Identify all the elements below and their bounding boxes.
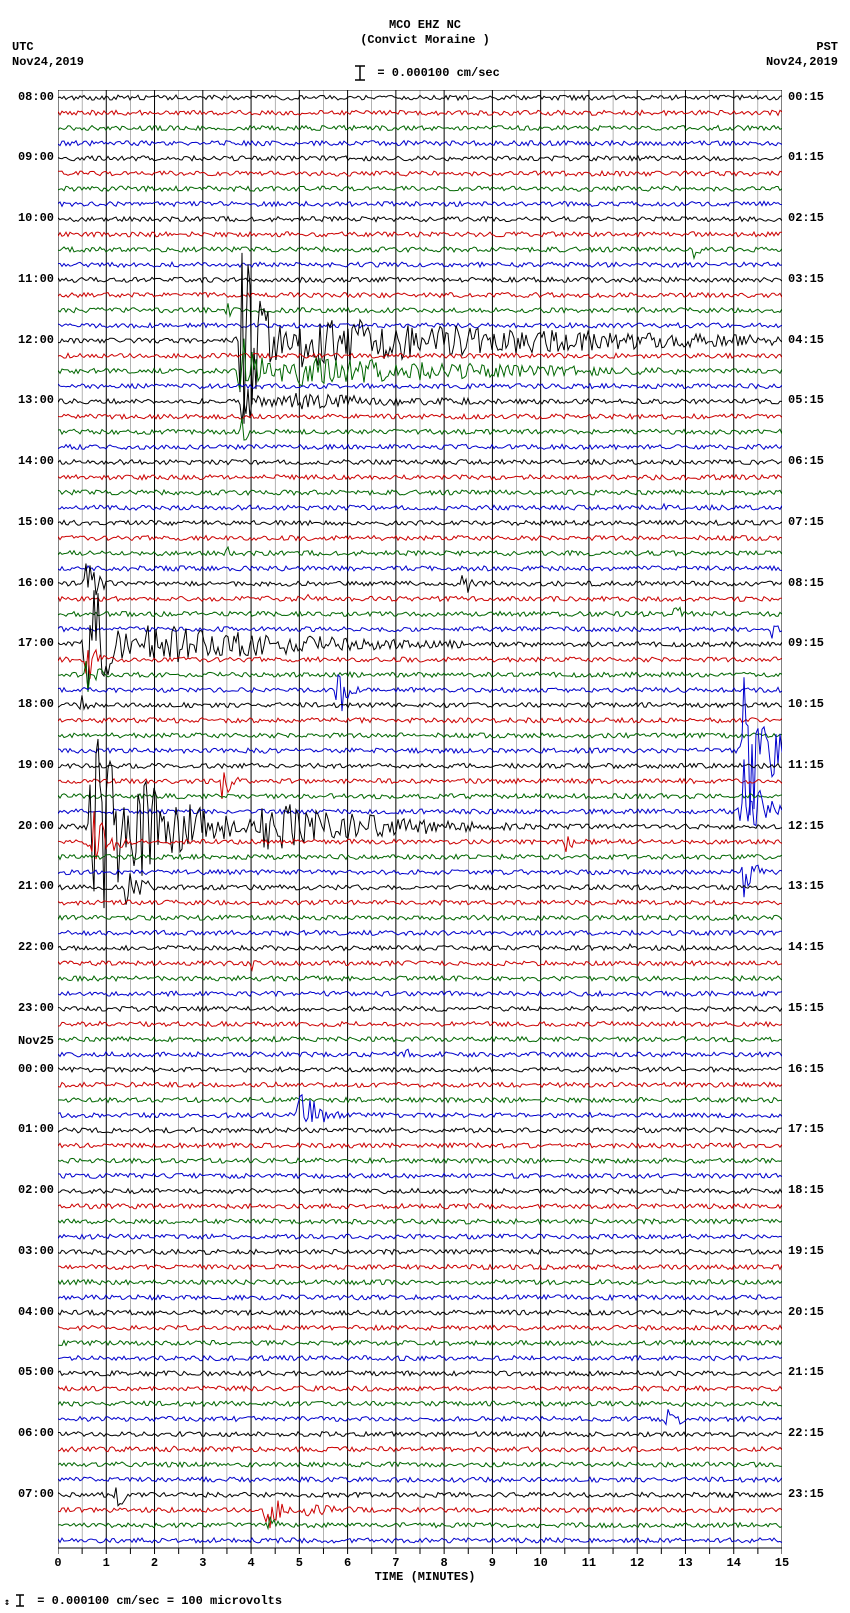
minute-tick-label: 10: [533, 1556, 547, 1570]
footer-scale-text: = 0.000100 cm/sec = 100 microvolts: [37, 1594, 282, 1608]
right-time-label: 12:15: [788, 819, 824, 833]
minute-tick-label: 12: [630, 1556, 644, 1570]
minute-tick-label: 6: [344, 1556, 351, 1570]
right-time-label: 03:15: [788, 272, 824, 286]
left-time-label: 09:00: [8, 150, 54, 164]
right-time-label: 01:15: [788, 150, 824, 164]
right-time-label: 16:15: [788, 1062, 824, 1076]
right-time-label: 15:15: [788, 1001, 824, 1015]
left-time-label: 21:00: [8, 879, 54, 893]
right-time-label: 20:15: [788, 1305, 824, 1319]
left-time-label: 17:00: [8, 636, 54, 650]
minute-tick-label: 7: [392, 1556, 399, 1570]
right-time-label: 07:15: [788, 515, 824, 529]
right-time-label: 10:15: [788, 697, 824, 711]
right-time-label: 02:15: [788, 211, 824, 225]
station-code: MCO EHZ NC: [0, 18, 850, 33]
minute-tick-label: 3: [199, 1556, 206, 1570]
station-location: (Convict Moraine ): [0, 33, 850, 48]
minute-tick-label: 15: [775, 1556, 789, 1570]
minute-tick-label: 11: [582, 1556, 596, 1570]
footer-scale-icon: ↕: [4, 1594, 30, 1608]
left-time-label: 03:00: [8, 1244, 54, 1258]
minute-tick-label: 9: [489, 1556, 496, 1570]
left-time-label: 01:00: [8, 1122, 54, 1136]
right-time-label: 14:15: [788, 940, 824, 954]
minute-tick-label: 5: [296, 1556, 303, 1570]
left-time-label: 13:00: [8, 393, 54, 407]
minute-tick-label: 14: [727, 1556, 741, 1570]
right-time-label: 11:15: [788, 758, 824, 772]
scale-text: = 0.000100 cm/sec: [377, 66, 499, 80]
right-time-label: 13:15: [788, 879, 824, 893]
left-time-label: 20:00: [8, 819, 54, 833]
right-time-label: 00:15: [788, 90, 824, 104]
seismogram-page: MCO EHZ NC (Convict Moraine ) UTC Nov24,…: [0, 0, 850, 1613]
right-time-label: 06:15: [788, 454, 824, 468]
minute-tick-label: 0: [54, 1556, 61, 1570]
scale-indicator: = 0.000100 cm/sec: [0, 64, 850, 82]
pst-tz-label: PST: [766, 40, 838, 55]
left-time-label: 22:00: [8, 940, 54, 954]
left-time-label: 08:00: [8, 90, 54, 104]
right-time-label: 18:15: [788, 1183, 824, 1197]
right-time-label: 09:15: [788, 636, 824, 650]
footer-scale: ↕ = 0.000100 cm/sec = 100 microvolts: [4, 1594, 282, 1608]
right-time-label: 04:15: [788, 333, 824, 347]
right-time-label: 08:15: [788, 576, 824, 590]
minute-tick-label: 2: [151, 1556, 158, 1570]
right-time-label: 05:15: [788, 393, 824, 407]
left-time-label: 00:00: [8, 1062, 54, 1076]
left-time-label: 05:00: [8, 1365, 54, 1379]
left-time-label: 18:00: [8, 697, 54, 711]
minute-tick-label: 8: [441, 1556, 448, 1570]
left-time-label: 23:00: [8, 1001, 54, 1015]
minute-tick-label: 1: [103, 1556, 110, 1570]
left-time-label: 11:00: [8, 272, 54, 286]
left-time-label: 16:00: [8, 576, 54, 590]
right-time-label: 21:15: [788, 1365, 824, 1379]
left-time-label: 19:00: [8, 758, 54, 772]
left-time-label: 14:00: [8, 454, 54, 468]
right-time-label: 19:15: [788, 1244, 824, 1258]
right-time-label: 17:15: [788, 1122, 824, 1136]
left-time-label: 04:00: [8, 1305, 54, 1319]
left-time-label: 15:00: [8, 515, 54, 529]
right-time-label: 22:15: [788, 1426, 824, 1440]
chart-header: MCO EHZ NC (Convict Moraine ): [0, 18, 850, 48]
right-time-label: 23:15: [788, 1487, 824, 1501]
x-axis-label: TIME (MINUTES): [0, 1570, 850, 1584]
left-time-label: Nov25: [8, 1034, 54, 1048]
svg-text:↕: ↕: [4, 1597, 10, 1608]
minute-tick-label: 13: [678, 1556, 692, 1570]
seismogram-plot: [58, 90, 782, 1568]
left-time-label: 10:00: [8, 211, 54, 225]
left-time-label: 06:00: [8, 1426, 54, 1440]
left-time-label: 02:00: [8, 1183, 54, 1197]
left-time-label: 12:00: [8, 333, 54, 347]
utc-tz-label: UTC: [12, 40, 84, 55]
minute-tick-label: 4: [247, 1556, 254, 1570]
left-time-label: 07:00: [8, 1487, 54, 1501]
scale-bar-icon: [350, 64, 370, 82]
